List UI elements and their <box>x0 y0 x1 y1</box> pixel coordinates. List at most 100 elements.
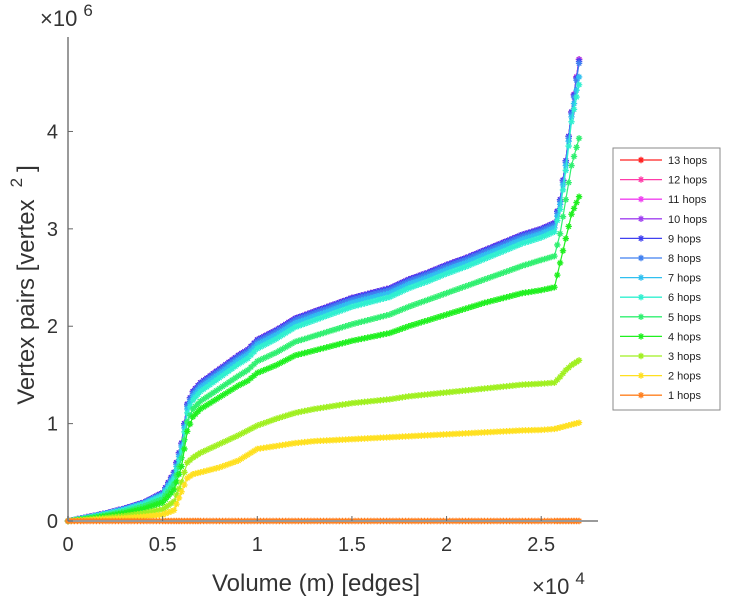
y-multiplier: ×10 6 <box>40 1 93 31</box>
data-point-marker <box>408 280 416 287</box>
data-point-marker <box>276 414 283 421</box>
data-point-marker <box>506 293 513 300</box>
data-point-marker <box>228 376 236 384</box>
data-point-marker <box>421 318 428 325</box>
data-point-marker <box>323 312 330 320</box>
data-point-marker <box>232 433 239 440</box>
data-point-marker <box>288 322 296 329</box>
data-point-marker <box>206 381 214 388</box>
data-point-marker <box>222 381 229 388</box>
data-point-marker <box>568 118 575 125</box>
data-point-marker <box>525 260 532 268</box>
data-point-marker <box>178 488 185 495</box>
y-tick-label: 2 <box>47 316 58 338</box>
data-point-marker <box>197 384 204 391</box>
y-tick-label: 4 <box>47 121 58 143</box>
data-point-marker <box>197 398 204 405</box>
data-point-marker <box>573 199 580 206</box>
data-point-marker <box>377 292 384 299</box>
data-point-marker <box>443 311 450 318</box>
data-point-marker <box>219 463 226 470</box>
data-point-marker <box>173 491 180 499</box>
data-point-marker <box>430 315 438 322</box>
legend-item: 3 hops <box>620 351 702 363</box>
data-point-marker <box>323 308 330 316</box>
data-point-marker <box>175 471 183 478</box>
data-point-marker <box>364 299 371 306</box>
data-point-marker <box>370 297 378 305</box>
data-point-marker <box>282 329 289 337</box>
data-point-marker <box>276 329 283 337</box>
data-point-marker <box>405 303 412 310</box>
data-point-marker <box>443 289 450 297</box>
data-point-marker <box>170 498 178 505</box>
data-point-marker <box>440 271 447 279</box>
y-axis-label-main: Vertex pairs [vertex <box>13 199 40 404</box>
data-point-marker <box>285 411 293 419</box>
data-point-marker <box>452 263 460 270</box>
data-point-marker <box>355 298 362 305</box>
data-point-marker <box>170 475 178 483</box>
data-point-marker <box>317 345 324 353</box>
data-point-marker <box>440 312 447 319</box>
data-point-marker <box>433 270 441 277</box>
x-tick-label: 1.5 <box>338 534 366 556</box>
data-point-marker <box>497 295 504 303</box>
data-point-marker <box>544 254 552 262</box>
data-point-marker <box>411 282 419 290</box>
data-point-marker <box>522 239 529 246</box>
data-point-marker <box>250 361 258 368</box>
data-point-marker <box>173 478 180 486</box>
data-point-marker <box>452 286 460 293</box>
data-point-marker <box>273 415 280 422</box>
data-point-marker <box>402 282 409 290</box>
data-point-marker <box>336 304 343 311</box>
data-point-marker <box>405 323 412 330</box>
data-point-marker <box>266 352 274 359</box>
x-multiplier-exp: 4 <box>575 569 584 588</box>
data-point-marker <box>440 291 447 298</box>
data-point-marker <box>250 372 258 379</box>
series-2-hops <box>64 419 583 525</box>
data-point-marker <box>358 297 365 304</box>
data-point-marker <box>433 274 441 281</box>
data-point-marker <box>206 399 214 407</box>
data-point-marker <box>329 310 337 317</box>
data-point-marker <box>235 382 242 389</box>
data-point-marker <box>209 375 217 382</box>
data-point-marker <box>487 298 494 305</box>
data-point-marker <box>468 261 476 268</box>
series-line <box>67 138 580 522</box>
data-point-marker <box>361 296 368 303</box>
data-point-marker <box>471 302 479 309</box>
legend-item: 9 hops <box>620 233 702 245</box>
data-point-marker <box>260 342 267 349</box>
data-point-marker <box>509 240 517 247</box>
data-point-marker <box>167 500 175 507</box>
data-point-marker <box>528 259 535 267</box>
series-6-hops <box>64 81 583 525</box>
data-point-marker <box>509 266 517 273</box>
data-point-marker <box>232 363 239 370</box>
data-point-marker <box>562 422 570 430</box>
data-point-marker <box>241 353 248 360</box>
legend: 13 hops 12 hops 11 hops 10 hops 9 hops 8 hops… <box>612 147 721 411</box>
data-point-marker <box>238 455 245 462</box>
data-point-marker <box>216 370 223 378</box>
data-point-marker <box>392 308 400 316</box>
data-point-marker <box>301 320 308 327</box>
data-point-marker <box>551 425 558 433</box>
data-point-marker <box>430 275 438 283</box>
data-point-marker <box>332 309 340 316</box>
data-point-marker <box>134 507 141 514</box>
data-point-marker <box>329 306 337 313</box>
data-point-marker <box>484 298 491 306</box>
data-point-marker <box>247 363 255 371</box>
legend-item: 11 hops <box>620 194 707 206</box>
data-point-marker <box>170 507 178 514</box>
data-point-marker <box>213 387 220 394</box>
data-point-marker <box>551 284 558 291</box>
data-point-marker <box>506 245 513 252</box>
data-point-marker <box>405 285 412 292</box>
data-point-marker <box>459 264 466 272</box>
